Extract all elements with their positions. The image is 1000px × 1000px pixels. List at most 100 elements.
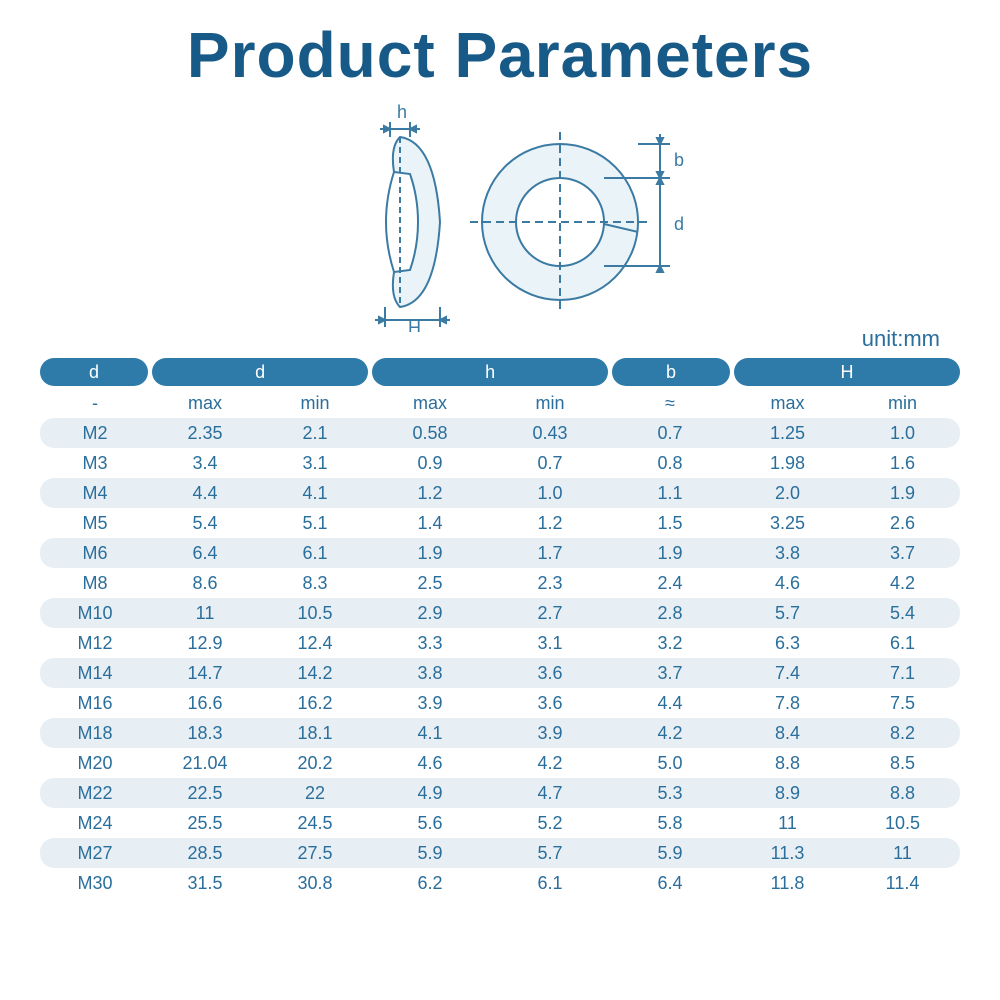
subhead-cell: max	[730, 393, 845, 414]
subhead-cell: min	[845, 393, 960, 414]
table-cell: 4.2	[845, 573, 960, 594]
table-cell: 6.4	[150, 543, 260, 564]
table-cell: 4.6	[370, 753, 490, 774]
table-cell: 3.7	[610, 663, 730, 684]
table-cell: 8.8	[730, 753, 845, 774]
table-cell: 4.7	[490, 783, 610, 804]
table-cell: 5.2	[490, 813, 610, 834]
table-cell: M14	[40, 663, 150, 684]
table-cell: 30.8	[260, 873, 370, 894]
table-cell: 0.8	[610, 453, 730, 474]
table-cell: 11.3	[730, 843, 845, 864]
table-cell: 1.1	[610, 483, 730, 504]
table-cell: 1.98	[730, 453, 845, 474]
table-cell: 1.9	[370, 543, 490, 564]
table-cell: 8.2	[845, 723, 960, 744]
table-cell: 3.9	[490, 723, 610, 744]
washer-diagram: h H b d	[0, 102, 1000, 332]
table-cell: 0.7	[490, 453, 610, 474]
table-row: M2728.527.55.95.75.911.311	[40, 838, 960, 868]
table-cell: 1.0	[490, 483, 610, 504]
table-cell: 11	[730, 813, 845, 834]
table-cell: 10.5	[845, 813, 960, 834]
table-cell: 5.9	[610, 843, 730, 864]
table-row: M1212.912.43.33.13.26.36.1	[40, 628, 960, 658]
table-cell: M22	[40, 783, 150, 804]
table-cell: 24.5	[260, 813, 370, 834]
table-cell: M10	[40, 603, 150, 624]
diagram-label-b: b	[674, 150, 684, 170]
table-row: M1616.616.23.93.64.47.87.5	[40, 688, 960, 718]
table-cell: 1.5	[610, 513, 730, 534]
table-row: M1818.318.14.13.94.28.48.2	[40, 718, 960, 748]
col-group-d2: d	[152, 358, 368, 386]
col-group-d: d	[40, 358, 148, 386]
subhead-cell: max	[370, 393, 490, 414]
table-cell: 8.4	[730, 723, 845, 744]
table-cell: M27	[40, 843, 150, 864]
table-cell: 20.2	[260, 753, 370, 774]
table-cell: M18	[40, 723, 150, 744]
diagram-label-d: d	[674, 214, 684, 234]
table-cell: 2.1	[260, 423, 370, 444]
table-cell: 2.7	[490, 603, 610, 624]
table-row: M101110.52.92.72.85.75.4	[40, 598, 960, 628]
table-cell: 22	[260, 783, 370, 804]
table-cell: 4.2	[490, 753, 610, 774]
table-cell: 0.58	[370, 423, 490, 444]
table-row: M1414.714.23.83.63.77.47.1	[40, 658, 960, 688]
table-cell: M24	[40, 813, 150, 834]
table-cell: 6.1	[490, 873, 610, 894]
table-cell: 1.4	[370, 513, 490, 534]
table-cell: M6	[40, 543, 150, 564]
table-row: M66.46.11.91.71.93.83.7	[40, 538, 960, 568]
table-cell: 1.2	[490, 513, 610, 534]
subhead-cell: -	[40, 393, 150, 414]
parameters-table: d d h b H - max min max min ≈ max min M2…	[40, 358, 960, 898]
table-cell: 3.25	[730, 513, 845, 534]
table-cell: 4.6	[730, 573, 845, 594]
table-cell: 14.7	[150, 663, 260, 684]
table-row: M2425.524.55.65.25.81110.5	[40, 808, 960, 838]
table-cell: 28.5	[150, 843, 260, 864]
table-cell: M4	[40, 483, 150, 504]
table-row: M55.45.11.41.21.53.252.6	[40, 508, 960, 538]
table-cell: 7.8	[730, 693, 845, 714]
table-cell: 4.1	[370, 723, 490, 744]
table-cell: 2.6	[845, 513, 960, 534]
table-cell: 10.5	[260, 603, 370, 624]
table-cell: 6.1	[260, 543, 370, 564]
table-cell: 6.4	[610, 873, 730, 894]
table-row: M3031.530.86.26.16.411.811.4	[40, 868, 960, 898]
table-cell: 18.1	[260, 723, 370, 744]
table-cell: 3.8	[730, 543, 845, 564]
table-cell: 8.6	[150, 573, 260, 594]
table-cell: 11	[150, 603, 260, 624]
subhead-cell: max	[150, 393, 260, 414]
table-cell: 5.1	[260, 513, 370, 534]
table-cell: 1.2	[370, 483, 490, 504]
diagram-label-h: h	[397, 102, 407, 122]
table-cell: 1.6	[845, 453, 960, 474]
table-cell: 5.7	[730, 603, 845, 624]
table-cell: 4.4	[610, 693, 730, 714]
table-cell: 7.4	[730, 663, 845, 684]
table-cell: 21.04	[150, 753, 260, 774]
subhead-cell: min	[260, 393, 370, 414]
table-cell: 6.1	[845, 633, 960, 654]
table-cell: 11.8	[730, 873, 845, 894]
page-title: Product Parameters	[0, 0, 1000, 92]
table-cell: 8.8	[845, 783, 960, 804]
table-cell: M12	[40, 633, 150, 654]
table-cell: 0.9	[370, 453, 490, 474]
table-row: M2021.0420.24.64.25.08.88.5	[40, 748, 960, 778]
table-cell: 5.8	[610, 813, 730, 834]
table-cell: 25.5	[150, 813, 260, 834]
table-cell: 1.0	[845, 423, 960, 444]
table-cell: 5.0	[610, 753, 730, 774]
table-cell: 2.9	[370, 603, 490, 624]
table-cell: 3.1	[490, 633, 610, 654]
table-cell: 2.5	[370, 573, 490, 594]
table-row: M2222.5224.94.75.38.98.8	[40, 778, 960, 808]
table-cell: 8.9	[730, 783, 845, 804]
